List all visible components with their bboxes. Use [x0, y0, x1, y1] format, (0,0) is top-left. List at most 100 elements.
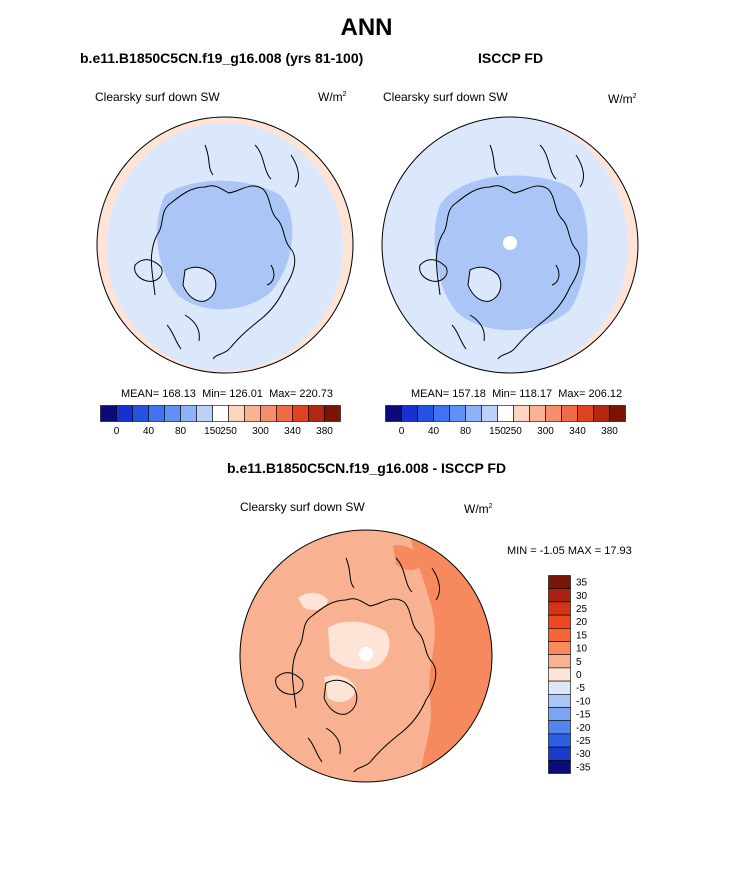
colorbar-swatch: [548, 575, 571, 589]
colorbar-swatch: [324, 405, 341, 422]
coastline: [204, 144, 299, 188]
coastline: [291, 598, 437, 773]
colorbar-tick-label: 0: [399, 426, 405, 437]
colorbar-swatch: [548, 667, 571, 682]
panel-1-title: b.e11.B1850C5CN.f19_g16.008 (yrs 81-100): [80, 50, 364, 66]
panel-1-colorbar: 0 40 80 150 250 300 340 380: [100, 405, 341, 437]
colorbar-swatch: [548, 588, 571, 603]
colorbar-tick-label: 80: [175, 426, 187, 437]
panel-1-variable-label: Clearsky surf down SW: [95, 90, 220, 104]
panel-1-stats: MEAN= 168.13 Min= 126.01 Max= 220.73: [121, 388, 333, 400]
panel-3-title: b.e11.B1850C5CN.f19_g16.008 - ISCCP FD: [227, 460, 507, 476]
coastline: [150, 185, 296, 360]
missing-data-hole: [503, 236, 517, 250]
colorbar-swatch: [548, 641, 571, 655]
colorbar-tick-label: 300: [252, 426, 269, 437]
colorbar-tick-label: 30: [576, 591, 588, 602]
panel-3-units: W/m2: [464, 502, 493, 516]
panel-3-variable-label: Clearsky surf down SW: [240, 500, 365, 514]
colorbar-tick-label: 250: [220, 426, 237, 437]
coastline: [134, 259, 163, 282]
panel-2-stats: MEAN= 157.18 Min= 118.17 Max= 206.12: [411, 388, 623, 400]
coastline: [419, 259, 448, 282]
colorbar-tick-label: 340: [569, 426, 586, 437]
colorbar-tick-label: -20: [576, 723, 591, 734]
coastline: [275, 672, 304, 695]
panel-2-colorbar: 0 40 80 150 250 300 340 380: [385, 405, 626, 437]
colorbar-swatch: [548, 680, 571, 695]
panel-3-stats: MIN = -1.05 MAX = 17.93: [507, 545, 632, 557]
colorbar-tick-label: 80: [460, 426, 472, 437]
colorbar-swatch: [548, 654, 571, 669]
colorbar-tick-label: 150: [489, 426, 506, 437]
coastline: [345, 557, 440, 601]
colorbar-swatch: [385, 405, 402, 422]
colorbar-swatch: [212, 405, 229, 422]
colorbar-swatch: [548, 601, 571, 616]
colorbar-swatch: [548, 627, 571, 642]
strong-warm-region: [408, 530, 492, 782]
panel-3-colorbar: 35 30 25 20 15 10 5 0 -5 -10 -15 -20 -25 -30 -35: [548, 575, 591, 774]
panel-2-units: W/m2: [608, 92, 637, 106]
colorbar-tick-label: 10: [576, 644, 588, 655]
colorbar-tick-label: -25: [576, 736, 591, 747]
colorbar-tick-label: -35: [576, 762, 591, 773]
colorbar-swatch: [116, 405, 133, 422]
colorbar-tick-label: 0: [114, 426, 120, 437]
colorbar-swatch: [465, 405, 482, 422]
panel-2-title: ISCCP FD: [478, 50, 544, 66]
coastline: [489, 144, 584, 188]
colorbar-tick-label: 15: [576, 630, 588, 641]
colorbar-swatch: [401, 405, 418, 422]
colorbar-swatch: [548, 746, 571, 761]
colorbar-swatch: [196, 405, 213, 422]
panel-1-polar-map: [96, 116, 354, 374]
coastline: [551, 264, 560, 286]
colorbar-swatch: [548, 694, 571, 708]
coastline: [323, 679, 358, 715]
coastline: [166, 314, 200, 350]
colorbar-swatch: [308, 405, 325, 422]
colorbar-tick-label: 40: [428, 426, 440, 437]
colorbar-tick-label: -15: [576, 710, 591, 721]
panel-2-polar-map: [381, 116, 639, 374]
colorbar-tick-label: 5: [576, 657, 582, 668]
coastline: [451, 314, 485, 350]
mid-blue-region: [157, 180, 293, 310]
colorbar-swatch: [292, 405, 309, 422]
colorbar-tick-label: 25: [576, 604, 588, 615]
colorbar-swatch: [228, 405, 245, 422]
colorbar-swatch: [609, 405, 626, 422]
missing-data-hole: [359, 647, 373, 661]
coastline: [435, 185, 581, 360]
colorbar-tick-label: 20: [576, 617, 588, 628]
colorbar-swatch: [244, 405, 261, 422]
colorbar-tick-label: 250: [505, 426, 522, 437]
pale-warm-region: [298, 592, 328, 610]
pale-warm-region: [328, 621, 390, 670]
figure-title: ANN: [340, 14, 393, 41]
colorbar-swatch: [481, 405, 498, 422]
colorbar-swatch: [561, 405, 578, 422]
colorbar-swatch: [148, 405, 165, 422]
colorbar-tick-label: -30: [576, 749, 591, 760]
colorbar-tick-label: 380: [601, 426, 618, 437]
colorbar-swatch: [132, 405, 149, 422]
colorbar-tick-label: 150: [204, 426, 221, 437]
colorbar-swatch: [513, 405, 530, 422]
colorbar-tick-label: 35: [576, 578, 588, 589]
coastline: [467, 266, 502, 302]
colorbar-swatch: [164, 405, 181, 422]
colorbar-swatch: [529, 405, 546, 422]
colorbar-swatch: [593, 405, 610, 422]
colorbar-swatch: [548, 720, 571, 735]
panel-2-variable-label: Clearsky surf down SW: [383, 90, 508, 104]
colorbar-swatch: [276, 405, 293, 422]
colorbar-swatch: [545, 405, 562, 422]
colorbar-swatch: [449, 405, 466, 422]
colorbar-swatch: [577, 405, 594, 422]
colorbar-swatch: [548, 760, 571, 774]
coastline: [307, 727, 341, 763]
mid-blue-region: [434, 175, 588, 331]
colorbar-tick-label: 300: [537, 426, 554, 437]
